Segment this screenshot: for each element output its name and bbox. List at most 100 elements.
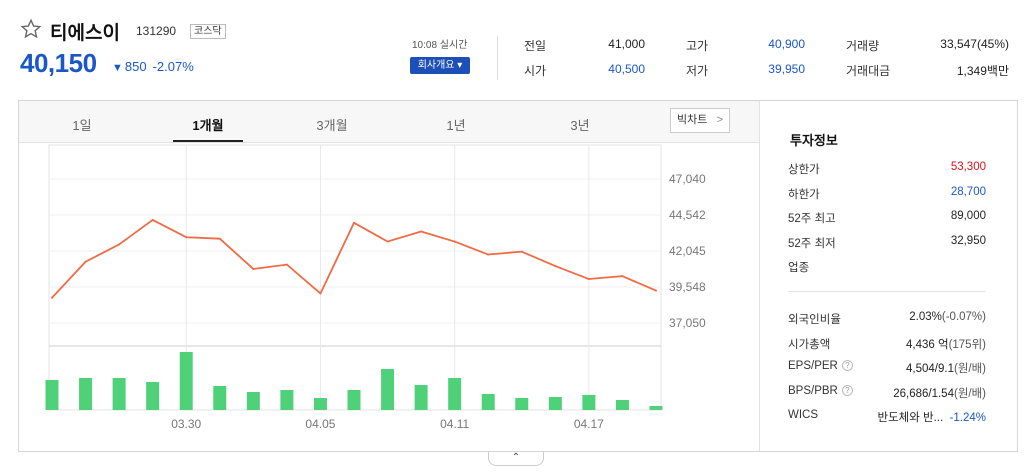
price-point [353, 221, 355, 224]
price-point [151, 218, 154, 221]
invest-row-value: 53,300 [950, 161, 986, 173]
invest-row-label: 시가총액 [788, 338, 831, 351]
active-tab-indicator [173, 140, 243, 142]
tab-1day[interactable]: 1일 [72, 118, 92, 133]
volume-bar [347, 390, 361, 410]
high-label: 고가 [686, 39, 709, 53]
price-point [520, 250, 523, 253]
volume-label: 거래량 [846, 39, 880, 53]
invest-row-label: 업종 [788, 262, 810, 274]
divider [497, 36, 498, 80]
prev-close-label: 전일 [524, 39, 547, 53]
open-label: 시가 [524, 64, 547, 78]
price-point [285, 263, 288, 266]
invest-row-label: 외국인비율 [788, 314, 841, 326]
invest-row-value: 32,950 [950, 234, 986, 247]
price-chart[interactable]: 47,040 44,542 42,045 39,548 37,050 03.30 04.05… [19, 143, 759, 451]
tab-3month[interactable]: 3개월 [316, 118, 348, 133]
invest-row-label: EPS/PER? [788, 360, 853, 372]
tab-1month[interactable]: 1개월 [192, 118, 224, 133]
low-value: 39,950 [768, 62, 805, 76]
price-point [252, 267, 255, 270]
help-icon[interactable]: ? [841, 360, 853, 371]
date-tick-label: 04.17 [574, 417, 604, 431]
invest-row-label: 52주 최저 [788, 237, 836, 250]
down-triangle-icon: ▼ [112, 62, 123, 74]
company-overview-button[interactable]: 회사개요 ▾ [410, 57, 470, 74]
invest-row-value: 4,504/9.1(원/배) [906, 363, 986, 375]
invest-row-label: BPS/PBR? [788, 384, 853, 397]
market-badge: 코스닥 [190, 24, 226, 39]
collapse-toggle[interactable]: ⌃ [488, 452, 544, 466]
volume-bar [414, 385, 428, 410]
price-point [655, 289, 657, 292]
date-tick-label: 04.11 [440, 417, 469, 431]
price-point [487, 253, 490, 256]
low-label: 저가 [686, 64, 709, 78]
price-point [84, 260, 87, 263]
price-point [453, 240, 456, 243]
price-tick-label: 37,050 [669, 316, 706, 330]
price-point [420, 230, 423, 233]
price-change: ▼ 850 -2.07% [112, 59, 194, 74]
invest-row-value: 28,700 [950, 185, 986, 198]
big-chart-label: 빅차트 [677, 114, 708, 126]
help-icon[interactable]: ? [841, 384, 853, 396]
volume-bar [582, 395, 596, 410]
volume-bar [45, 380, 59, 410]
price-tick-label: 39,548 [669, 280, 706, 294]
volume-bar [112, 378, 126, 410]
amount-value: 1,349백만 [956, 64, 1009, 78]
volume-bar [280, 390, 294, 410]
volume-bar [146, 382, 160, 410]
price-point [319, 292, 322, 295]
wics-value[interactable]: 반도체와 반... -1.24% [877, 412, 986, 424]
volume-bar [381, 369, 395, 410]
volume-bar [615, 400, 629, 410]
price-point [185, 236, 188, 239]
tab-3year[interactable]: 3년 [570, 118, 590, 133]
volume-bar [213, 386, 227, 410]
change-percent: -2.07% [152, 59, 194, 74]
price-tick-label: 44,542 [669, 208, 706, 222]
date-tick-label: 04.05 [305, 417, 335, 431]
price-line [51, 219, 657, 299]
period-tabs: 1일 1개월 3개월 1년 3년 빅차트 > [19, 101, 759, 143]
volume-bar [649, 406, 663, 410]
volume-bar [548, 397, 562, 410]
invest-row-label: 하한가 [788, 188, 820, 201]
big-chart-button[interactable]: 빅차트 > [670, 108, 730, 133]
price-point [621, 275, 624, 278]
stock-code: 131290 [136, 24, 177, 38]
price-point [118, 243, 121, 246]
price-tick-label: 47,040 [669, 172, 706, 186]
amount-label: 거래대금 [846, 64, 891, 78]
tab-1year[interactable]: 1년 [446, 118, 466, 133]
volume-bar [246, 392, 260, 410]
wics-label: WICS [788, 409, 819, 421]
price-point [51, 296, 53, 299]
invest-title: 투자정보 [790, 133, 838, 148]
chart-panel: 1일 1개월 3개월 1년 3년 빅차트 > 47,040 44,542 42,04… [18, 100, 1018, 452]
high-value: 40,900 [768, 37, 805, 51]
chevron-up-icon: ⌃ [511, 452, 521, 463]
invest-row-value: 26,686/1.54(원/배) [893, 387, 986, 400]
volume-bar [79, 378, 93, 410]
star-icon[interactable] [20, 18, 42, 40]
price-point [554, 265, 557, 268]
price-point [587, 278, 590, 281]
invest-row-label: 52주 최고 [788, 213, 836, 225]
stock-header: 티에스이 131290 코스닥 40,150 ▼ 850 -2.07% 10:08 … [0, 0, 1035, 100]
price-tick-label: 42,045 [669, 244, 706, 258]
price-point [218, 237, 221, 240]
price-point [386, 240, 389, 243]
volume-bar [481, 394, 495, 410]
volume-bar [448, 378, 462, 410]
volume-bar [515, 398, 529, 410]
volume-value: 33,547(45%) [940, 37, 1009, 51]
chevron-right-icon: > [716, 114, 723, 126]
divider [788, 291, 986, 292]
open-value: 40,500 [608, 62, 645, 76]
invest-row-value: 89,000 [950, 210, 986, 222]
change-amount: 850 [124, 59, 147, 74]
